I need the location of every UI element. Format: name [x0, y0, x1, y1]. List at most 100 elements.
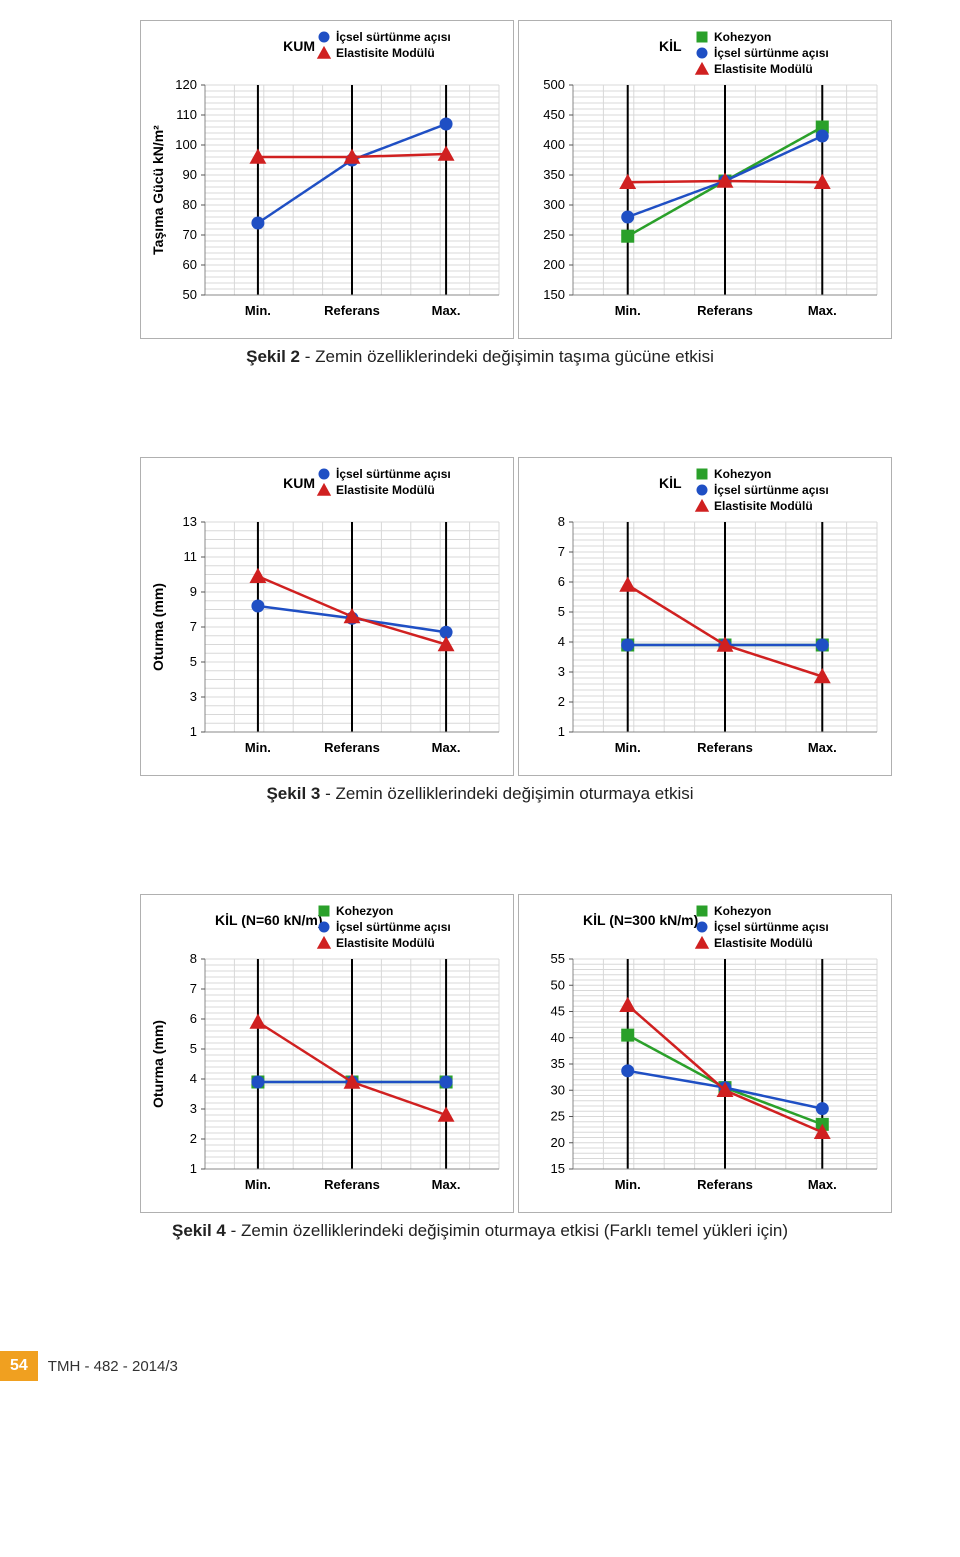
svg-text:Elastisite Modülü: Elastisite Modülü: [714, 499, 813, 513]
fig2: 50 60 70 80 90 100 110 120 Min. Referans Max. KUM İç…: [20, 20, 940, 367]
footer-text: TMH - 482 - 2014/3: [48, 1358, 178, 1375]
svg-text:350: 350: [543, 167, 565, 182]
svg-text:Max.: Max.: [808, 1177, 837, 1192]
svg-text:Max.: Max.: [432, 740, 461, 755]
svg-text:30: 30: [551, 1082, 565, 1097]
svg-text:250: 250: [543, 227, 565, 242]
svg-text:50: 50: [183, 287, 197, 302]
page-footer: 54 TMH - 482 - 2014/3: [0, 1351, 178, 1381]
chart-svg: 150 200 250 300 350 400 450 500 Min. Referans Max.…: [525, 27, 885, 327]
svg-text:Min.: Min.: [615, 740, 641, 755]
fig3: 135791113Min.ReferansMax.KUMİçsel sürtün…: [20, 457, 940, 804]
svg-text:Min.: Min.: [245, 740, 271, 755]
svg-text:Elastisite Modülü: Elastisite Modülü: [714, 936, 813, 950]
svg-text:Max.: Max.: [808, 303, 837, 318]
svg-text:İçsel sürtünme açısı: İçsel sürtünme açısı: [714, 482, 829, 497]
svg-text:90: 90: [183, 167, 197, 182]
svg-text:1: 1: [558, 724, 565, 739]
fig2-right-chart: 150 200 250 300 350 400 450 500 Min. Referans Max.…: [518, 20, 892, 339]
svg-text:110: 110: [176, 107, 197, 122]
fig2-left-chart: 5060708090100110120Min.ReferansMax.KUMİç…: [140, 20, 514, 339]
fig3-caption: Şekil 3 - Zemin özelliklerindeki değişim…: [20, 784, 940, 804]
svg-text:İçsel sürtünme açısı: İçsel sürtünme açısı: [714, 45, 829, 60]
svg-text:Referans: Referans: [324, 740, 380, 755]
svg-text:35: 35: [551, 1056, 565, 1071]
svg-text:Kohezyon: Kohezyon: [714, 30, 771, 44]
svg-text:Min.: Min.: [615, 303, 641, 318]
fig4-left-chart: 12345678Min.ReferansMax.KİL (N=60 kN/m)K…: [140, 894, 514, 1213]
svg-text:İçsel sürtünme açısı: İçsel sürtünme açısı: [336, 466, 451, 481]
svg-text:7: 7: [190, 619, 197, 634]
fig4: 1 2 3 45 6 7 8 Min. Referans Max. KİL (N=60 kN/m) K…: [20, 894, 940, 1241]
svg-text:7: 7: [558, 544, 565, 559]
svg-text:2: 2: [190, 1131, 197, 1146]
svg-text:5: 5: [558, 604, 565, 619]
svg-text:2: 2: [558, 694, 565, 709]
fig4-right-chart: 152025303540455055Min.ReferansMax.KİL (N…: [518, 894, 892, 1213]
svg-text:Max.: Max.: [808, 740, 837, 755]
svg-text:6: 6: [558, 574, 565, 589]
svg-text:150: 150: [543, 287, 565, 302]
svg-text:6: 6: [190, 1011, 197, 1026]
svg-text:Taşıma Gücü kN/m²: Taşıma Gücü kN/m²: [150, 125, 166, 255]
svg-text:200: 200: [543, 257, 565, 272]
svg-text:60: 60: [183, 257, 197, 272]
svg-text:55: 55: [551, 951, 565, 966]
svg-text:20: 20: [551, 1135, 565, 1150]
svg-text:Max.: Max.: [432, 303, 461, 318]
svg-text:3: 3: [190, 689, 197, 704]
svg-text:Oturma (mm): Oturma (mm): [150, 1020, 166, 1108]
svg-text:50: 50: [551, 977, 565, 992]
svg-text:500: 500: [543, 77, 565, 92]
svg-text:Referans: Referans: [697, 1177, 753, 1192]
svg-text:45: 45: [551, 1004, 565, 1019]
svg-text:3: 3: [190, 1101, 197, 1116]
svg-text:300: 300: [543, 197, 565, 212]
svg-text:Referans: Referans: [324, 1177, 380, 1192]
fig2-caption: Şekil 2 - Zemin özelliklerindeki değişim…: [20, 347, 940, 367]
svg-text:Elastisite Modülü: Elastisite Modülü: [336, 483, 435, 497]
svg-text:4: 4: [558, 634, 565, 649]
svg-text:80: 80: [183, 197, 197, 212]
svg-text:Referans: Referans: [697, 740, 753, 755]
svg-text:4: 4: [190, 1071, 197, 1086]
svg-text:15: 15: [551, 1161, 565, 1176]
svg-text:KİL (N=60 kN/m): KİL (N=60 kN/m): [215, 912, 323, 928]
svg-text:KİL (N=300 kN/m): KİL (N=300 kN/m): [583, 912, 698, 928]
chart-svg: 12345678Min.ReferansMax.KİLKohezyonİçsel…: [525, 464, 885, 764]
svg-text:400: 400: [543, 137, 565, 152]
svg-text:Referans: Referans: [697, 303, 753, 318]
svg-text:KUM: KUM: [283, 38, 315, 54]
svg-text:Kohezyon: Kohezyon: [714, 467, 771, 481]
svg-text:5: 5: [190, 654, 197, 669]
svg-text:100: 100: [175, 137, 197, 152]
svg-text:KİL: KİL: [659, 475, 682, 491]
svg-text:13: 13: [183, 514, 197, 529]
svg-text:70: 70: [183, 227, 197, 242]
page-number: 54: [0, 1351, 38, 1381]
svg-text:25: 25: [551, 1109, 565, 1124]
svg-text:Min.: Min.: [245, 1177, 271, 1192]
fig3-right-chart: 12345678Min.ReferansMax.KİLKohezyonİçsel…: [518, 457, 892, 776]
svg-text:İçsel sürtünme açısı: İçsel sürtünme açısı: [714, 919, 829, 934]
chart-svg: 135791113Min.ReferansMax.KUMİçsel sürtün…: [147, 464, 507, 764]
svg-text:8: 8: [190, 951, 197, 966]
chart-svg: 12345678Min.ReferansMax.KİL (N=60 kN/m)K…: [147, 901, 507, 1201]
svg-text:7: 7: [190, 981, 197, 996]
svg-text:Referans: Referans: [324, 303, 380, 318]
svg-text:KUM: KUM: [283, 475, 315, 491]
svg-text:120: 120: [175, 77, 197, 92]
svg-text:450: 450: [543, 107, 565, 122]
svg-text:3: 3: [558, 664, 565, 679]
svg-text:Elastisite Modülü: Elastisite Modülü: [336, 936, 435, 950]
svg-text:9: 9: [190, 584, 197, 599]
svg-text:Kohezyon: Kohezyon: [714, 904, 771, 918]
svg-text:Elastisite Modülü: Elastisite Modülü: [336, 46, 435, 60]
svg-text:Kohezyon: Kohezyon: [336, 904, 393, 918]
svg-text:1: 1: [190, 1161, 197, 1176]
fig3-left-chart: 135791113Min.ReferansMax.KUMİçsel sürtün…: [140, 457, 514, 776]
svg-text:Oturma (mm): Oturma (mm): [150, 583, 166, 671]
svg-text:11: 11: [184, 549, 198, 564]
svg-text:İçsel sürtünme açısı: İçsel sürtünme açısı: [336, 919, 451, 934]
svg-text:40: 40: [551, 1030, 565, 1045]
